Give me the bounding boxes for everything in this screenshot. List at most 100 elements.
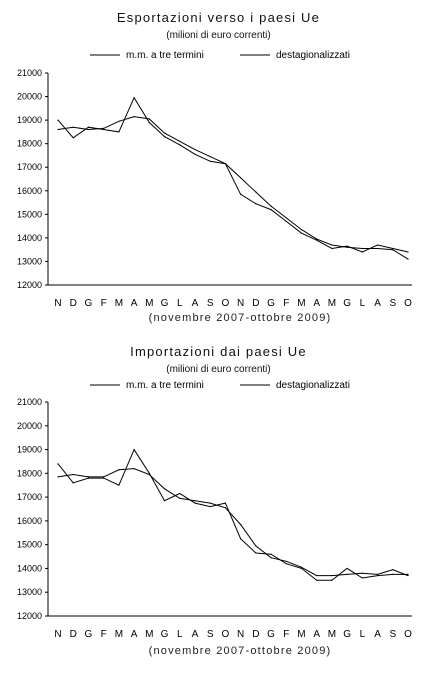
data-point-seasonally-adjusted xyxy=(392,573,394,575)
data-point-moving-average xyxy=(300,566,303,568)
x-tick-label: N xyxy=(237,298,244,309)
data-point-moving-average xyxy=(240,523,242,526)
x-tick-label: A xyxy=(192,629,199,640)
x-tick-label: G xyxy=(161,298,169,309)
data-point-seasonally-adjusted xyxy=(57,119,59,121)
data-point-seasonally-adjusted xyxy=(331,579,333,581)
data-point-moving-average xyxy=(270,557,272,559)
data-point-seasonally-adjusted xyxy=(376,244,379,246)
x-tick-label: O xyxy=(222,629,230,640)
y-tick-label: 14000 xyxy=(17,563,42,573)
x-tick-label: G xyxy=(85,298,93,309)
data-point-seasonally-adjusted xyxy=(224,502,226,504)
data-point-seasonally-adjusted xyxy=(270,553,272,555)
x-tick-label: S xyxy=(207,629,214,640)
data-point-moving-average xyxy=(179,140,181,142)
y-tick-label: 21000 xyxy=(17,68,42,78)
data-point-seasonally-adjusted xyxy=(300,232,303,234)
data-point-moving-average xyxy=(118,469,120,471)
data-point-seasonally-adjusted xyxy=(133,97,135,99)
x-tick-label: M xyxy=(115,629,123,640)
exports-line-chart: 12000 13000 14000 15000 16000 17000 18000 19000… xyxy=(17,50,412,309)
data-point-moving-average xyxy=(133,467,135,470)
data-point-moving-average xyxy=(346,573,348,575)
data-point-seasonally-adjusted xyxy=(87,477,90,479)
legend-label: m.m. a tre termini xyxy=(126,50,204,61)
data-point-moving-average xyxy=(361,247,363,250)
data-point-seasonally-adjusted xyxy=(361,577,363,579)
x-tick-label: D xyxy=(70,629,77,640)
data-point-seasonally-adjusted xyxy=(316,239,318,241)
legend-label: destagionalizzati xyxy=(276,380,350,391)
y-tick-label: 20000 xyxy=(17,92,42,102)
data-point-moving-average xyxy=(240,177,242,179)
data-point-moving-average xyxy=(316,238,318,240)
y-tick-label: 12000 xyxy=(17,611,42,621)
x-tick-label: M xyxy=(328,298,336,309)
data-point-seasonally-adjusted xyxy=(72,137,74,139)
data-point-seasonally-adjusted xyxy=(133,448,135,451)
imports-chart-panel: Importazioni dai paesi Ue (milioni di eu… xyxy=(0,340,437,681)
x-tick-label: L xyxy=(177,298,183,309)
data-point-seasonally-adjusted xyxy=(163,500,166,502)
series-line-seasonally-adjusted xyxy=(57,448,408,581)
x-tick-label: G xyxy=(343,298,351,309)
x-tick-label: O xyxy=(404,629,412,640)
x-tick-label: M xyxy=(115,298,123,309)
data-point-moving-average xyxy=(103,127,105,129)
x-tick-label: A xyxy=(131,629,138,640)
data-point-moving-average xyxy=(392,569,394,571)
data-point-seasonally-adjusted xyxy=(361,251,363,253)
data-point-seasonally-adjusted xyxy=(72,482,74,484)
data-point-moving-average xyxy=(148,118,150,120)
data-point-seasonally-adjusted xyxy=(179,144,181,146)
x-tick-label: L xyxy=(360,629,366,640)
data-point-moving-average xyxy=(285,217,287,219)
data-point-moving-average xyxy=(255,191,257,193)
x-tick-label: A xyxy=(131,298,138,309)
x-tick-label: M xyxy=(297,298,305,309)
chart-subtitle: (milioni di euro correnti) xyxy=(166,364,271,375)
y-tick-label: 19000 xyxy=(17,445,42,455)
data-point-moving-average xyxy=(118,120,120,122)
imports-line-chart: 12000 13000 14000 15000 16000 17000 18000 19000… xyxy=(17,380,412,640)
data-point-moving-average xyxy=(57,128,59,131)
data-point-seasonally-adjusted xyxy=(316,579,318,581)
data-point-moving-average xyxy=(331,244,333,246)
data-point-moving-average xyxy=(72,126,74,128)
data-point-seasonally-adjusted xyxy=(179,492,181,495)
data-point-seasonally-adjusted xyxy=(194,153,196,155)
x-tick-label: L xyxy=(360,298,366,309)
data-point-moving-average xyxy=(133,115,135,118)
data-point-moving-average xyxy=(407,574,409,577)
data-point-seasonally-adjusted xyxy=(376,574,379,577)
x-tick-label: M xyxy=(145,298,153,309)
data-point-moving-average xyxy=(179,497,181,499)
x-tick-label: A xyxy=(313,298,320,309)
y-tick-label: 15000 xyxy=(17,209,42,219)
y-tick-label: 15000 xyxy=(17,540,42,550)
data-point-moving-average xyxy=(392,249,394,251)
y-tick-label: 12000 xyxy=(17,280,42,290)
data-point-seasonally-adjusted xyxy=(209,506,211,508)
data-point-seasonally-adjusted xyxy=(57,463,59,465)
x-tick-label: A xyxy=(374,298,381,309)
x-tick-label: N xyxy=(237,629,244,640)
x-tick-label: O xyxy=(222,298,230,309)
y-tick-label: 13000 xyxy=(17,256,42,266)
x-tick-label: A xyxy=(313,629,320,640)
x-tick-label: L xyxy=(177,629,183,640)
y-tick-label: 16000 xyxy=(17,186,42,196)
data-point-seasonally-adjusted xyxy=(392,247,394,250)
data-point-moving-average xyxy=(87,128,90,131)
data-point-seasonally-adjusted xyxy=(163,136,166,138)
y-tick-label: 16000 xyxy=(17,516,42,526)
x-tick-label: S xyxy=(207,298,214,309)
x-tick-label: F xyxy=(101,298,107,309)
x-tick-label: D xyxy=(252,298,259,309)
x-tick-label: G xyxy=(85,629,93,640)
data-point-seasonally-adjusted xyxy=(270,209,272,211)
y-tick-label: 21000 xyxy=(17,397,42,407)
x-tick-label: F xyxy=(101,629,107,640)
data-point-moving-average xyxy=(209,156,211,158)
